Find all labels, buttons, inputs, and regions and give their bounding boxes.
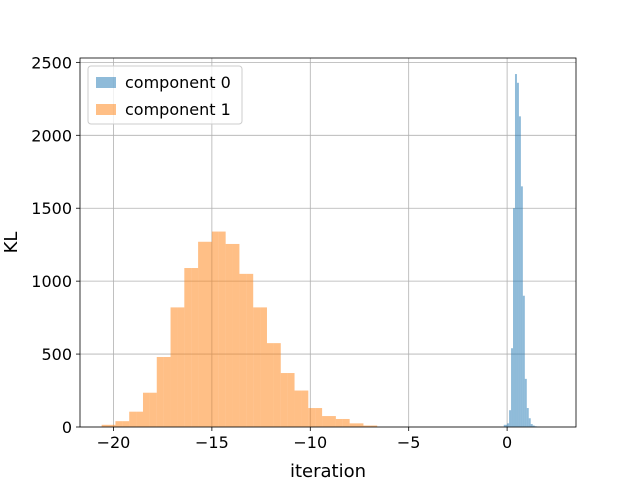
histogram-bar-series-1 [280,373,288,427]
x-tick-label: −10 [293,433,327,452]
histogram-bar-series-1 [301,390,309,427]
histogram-bar-series-1 [149,392,157,427]
x-tick-label: 0 [502,433,512,452]
histogram-bar-series-1 [129,411,137,427]
histogram-bar-series-0 [532,425,535,427]
legend-label: component 1 [125,100,231,119]
histogram-bar-series-1 [287,373,295,427]
histogram-bar-series-1 [177,307,185,427]
histogram-bar-series-0 [518,116,521,428]
histogram-bar-series-1 [370,425,378,427]
plot-frame [79,57,577,428]
histogram-bar-series-1 [163,356,171,427]
y-axis-label: KL [1,232,22,254]
x-tick-label: −20 [97,433,131,452]
histogram-bar-series-0 [507,423,510,427]
histogram-bar-series-1 [198,241,205,427]
histogram-bar-series-0 [528,418,531,427]
legend-swatch [96,77,116,88]
histogram-bar-series-1 [108,424,116,427]
histogram-bar-series-1 [122,421,130,427]
histogram-bar-series-1 [239,273,247,427]
histogram-bar-series-0 [514,74,517,427]
histogram-bar-series-1 [363,425,371,427]
histogram-bar-series-1 [322,416,329,427]
histogram-bar-series-1 [308,408,316,427]
histogram-bar-series-1 [342,418,350,427]
histogram-bar-series-0 [530,424,533,427]
histogram-bar-series-1 [294,390,302,427]
histogram-bar-series-0 [524,378,527,427]
legend-box [87,65,243,125]
y-tick-label: 2000 [31,126,72,145]
histogram-bar-series-0 [522,295,525,427]
y-tick-label: 1000 [31,272,72,291]
histogram-bar-series-1 [170,307,178,427]
histogram-bar-series-1 [191,268,199,427]
x-tick-label: −15 [195,433,229,452]
histogram-bar-series-1 [349,423,357,427]
legend-swatch [96,104,116,115]
histogram-bar-series-1 [225,243,233,427]
y-tick-label: 0 [62,418,72,437]
histogram-bar-series-1 [142,392,150,427]
y-tick-label: 500 [41,345,72,364]
x-tick-label: −5 [397,433,421,452]
histogram-bar-series-0 [513,208,515,427]
histogram-bar-series-0 [503,424,508,427]
legend-label: component 0 [125,73,231,92]
axis-ticks: −20 −15 −10 −5 0 0 500 1000 1500 2000 2500 [31,53,512,452]
histogram-bar-series-1 [115,421,123,427]
histogram-bars [101,74,541,428]
histogram-bar-series-1 [136,411,143,427]
histogram-bar-series-1 [156,356,164,427]
histogram-bar-series-0 [520,186,523,427]
x-axis-label: iteration [290,461,366,480]
histogram-bar-series-1 [232,243,240,427]
histogram-bar-series-1 [273,343,281,427]
histogram-bar-series-1 [211,231,219,427]
histogram-bar-series-1 [101,424,109,427]
histogram-bar-series-1 [335,418,343,427]
histogram-bar-series-1 [253,307,261,427]
histogram-bar-series-1 [204,241,212,427]
histogram-bar-series-1 [246,273,254,427]
histogram-bar-series-1 [218,231,226,427]
y-tick-label: 1500 [31,199,72,218]
histogram-bar-series-0 [509,410,512,427]
histogram-bar-series-1 [356,423,364,427]
histogram-bar-series-1 [315,408,323,427]
histogram-bar-series-1 [266,343,274,427]
y-tick-label: 2500 [31,53,72,72]
histogram-bar-series-0 [511,348,514,427]
histogram-bar-series-0 [516,82,519,427]
legend: component 0 component 1 [87,65,243,125]
histogram-bar-series-1 [328,416,336,427]
histogram-bar-series-0 [526,408,529,427]
histogram-bar-series-1 [260,307,267,427]
histogram-bar-series-1 [184,268,192,427]
